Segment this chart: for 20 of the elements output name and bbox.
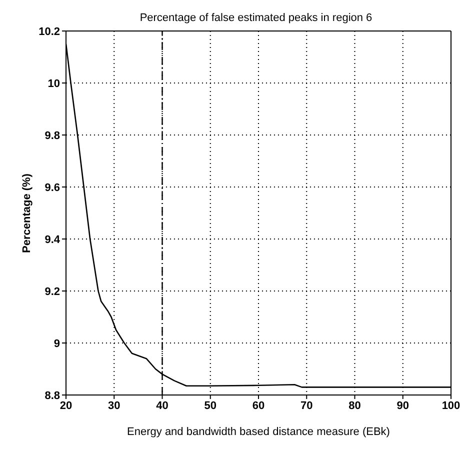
y-tick-label: 9.6 [44,182,60,194]
y-tick-label: 10 [48,78,60,90]
x-tick-label: 80 [348,400,361,412]
y-tick-label: 10.2 [38,26,60,38]
x-tick-label: 100 [442,400,460,412]
x-tick-label: 70 [300,400,313,412]
x-axis-title: Energy and bandwidth based distance measure (EBk) [127,426,390,438]
y-tick-label: 9.4 [44,234,61,246]
chart-title: Percentage of false estimated peaks in region 6 [138,12,374,24]
x-tick-label: 90 [396,400,409,412]
x-tick-label: 20 [60,400,72,412]
x-tick-label: 30 [108,400,120,412]
x-tick-label: 50 [204,400,216,412]
y-tick-label: 9.8 [44,130,60,142]
y-axis-title: Percentage (%) [20,173,33,253]
y-tick-label: 9 [54,338,60,350]
y-tick-label: 8.8 [44,390,60,402]
y-tick-label: 9.2 [44,286,60,298]
x-tick-label: 60 [252,400,265,412]
x-tick-label: 40 [156,400,168,412]
